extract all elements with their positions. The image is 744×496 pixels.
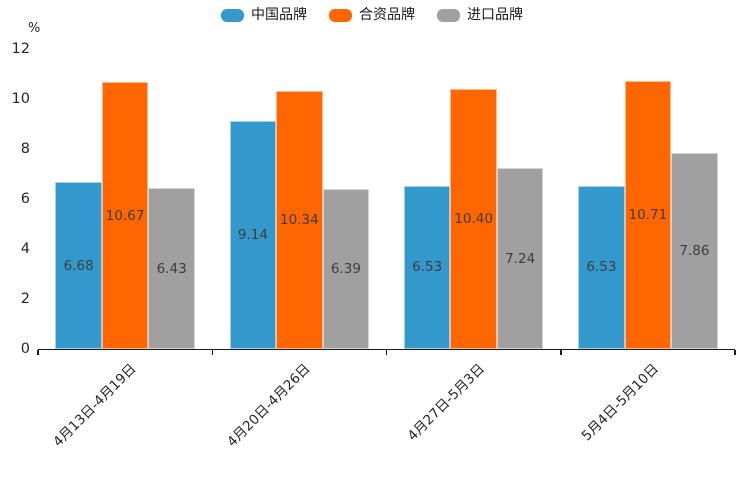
x-category-label: 4月13日-4月19日 <box>49 360 140 451</box>
bar-中国品牌-5月4日-5月10日: 6.53 <box>578 185 625 349</box>
y-tick-label: 12 <box>11 41 30 57</box>
x-category-label: 5月4日-5月10日 <box>578 360 663 445</box>
x-category-label: 4月20日-4月26日 <box>224 360 314 451</box>
legend-item: 合资品牌 <box>329 8 415 22</box>
bar-合资品牌-4月20日-4月26日: 10.34 <box>276 90 323 349</box>
legend-label: 合资品牌 <box>359 7 415 23</box>
bar-中国品牌-4月27日-5月3日: 6.53 <box>403 185 451 349</box>
bar-value-label: 10.40 <box>454 211 493 227</box>
y-tick-label: 8 <box>20 141 30 157</box>
bar-进口品牌-4月13日-4月19日: 6.43 <box>148 188 195 349</box>
bar-进口品牌-4月27日-5月3日: 7.24 <box>496 168 544 349</box>
bar-value-label: 7.86 <box>679 242 710 259</box>
x-axis-line <box>38 348 735 350</box>
legend-label: 进口品牌 <box>467 7 523 23</box>
y-tick-label: 6 <box>20 191 30 207</box>
legend-item: 中国品牌 <box>221 8 307 22</box>
x-tick-mark <box>734 350 736 355</box>
bar-value-label: 9.14 <box>237 226 268 243</box>
bar-中国品牌-4月13日-4月19日: 6.68 <box>55 182 102 349</box>
chart-legend: 中国品牌 合资品牌 进口品牌 <box>0 8 744 22</box>
bar-value-label: 10.71 <box>628 207 668 224</box>
bar-合资品牌-5月4日-5月10日: 10.71 <box>624 81 672 349</box>
x-tick-mark <box>211 350 213 355</box>
bar-value-label: 6.53 <box>412 259 443 276</box>
bar-进口品牌-4月20日-4月26日: 6.39 <box>322 189 370 349</box>
x-tick-mark <box>385 350 388 355</box>
y-tick-label: 2 <box>20 291 30 307</box>
bar-value-label: 10.34 <box>280 211 319 228</box>
bar-value-label: 6.68 <box>63 257 94 274</box>
bar-value-label: 6.53 <box>586 259 617 276</box>
legend-item: 进口品牌 <box>437 8 523 22</box>
bar-value-label: 7.24 <box>505 250 536 267</box>
bar-value-label: 6.39 <box>330 261 361 278</box>
x-tick-mark <box>560 350 562 355</box>
x-category-label: 4月27日-5月3日 <box>404 360 488 445</box>
legend-swatch-icon <box>437 8 460 22</box>
y-axis-unit-label: % <box>28 21 41 36</box>
legend-swatch-icon <box>221 8 244 22</box>
x-tick-mark <box>37 350 39 355</box>
legend-swatch-icon <box>329 8 352 22</box>
bar-value-label: 6.43 <box>156 260 187 277</box>
bar-合资品牌-4月13日-4月19日: 10.67 <box>101 82 149 349</box>
y-tick-label: 0 <box>20 341 30 357</box>
bar-合资品牌-4月27日-5月3日: 10.40 <box>450 89 497 349</box>
y-tick-label: 4 <box>20 241 30 257</box>
bar-中国品牌-4月20日-4月26日: 9.14 <box>229 120 277 349</box>
bar-value-label: 10.67 <box>105 207 145 224</box>
legend-label: 中国品牌 <box>251 7 307 23</box>
bar-进口品牌-5月4日-5月10日: 7.86 <box>671 152 718 349</box>
y-tick-label: 10 <box>11 91 30 107</box>
